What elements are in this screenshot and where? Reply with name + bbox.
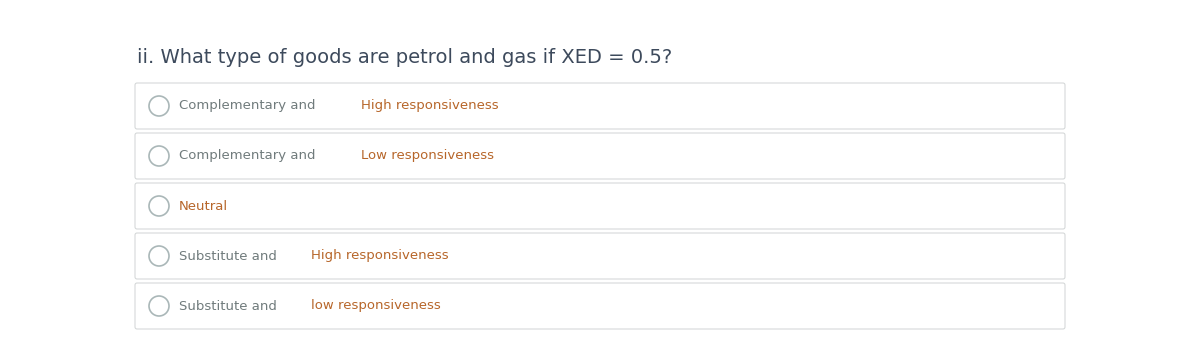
Circle shape <box>149 96 169 116</box>
FancyBboxPatch shape <box>134 233 1066 279</box>
Text: High responsiveness: High responsiveness <box>311 249 449 262</box>
Text: Substitute and: Substitute and <box>179 300 281 313</box>
Text: low responsiveness: low responsiveness <box>311 300 440 313</box>
Circle shape <box>149 246 169 266</box>
FancyBboxPatch shape <box>134 133 1066 179</box>
FancyBboxPatch shape <box>134 83 1066 129</box>
Text: Neutral: Neutral <box>179 199 228 213</box>
Text: Complementary and: Complementary and <box>179 150 319 162</box>
Text: Low responsiveness: Low responsiveness <box>361 150 493 162</box>
Text: Substitute and: Substitute and <box>179 249 281 262</box>
Text: Complementary and: Complementary and <box>179 99 319 112</box>
Circle shape <box>149 196 169 216</box>
Text: ii. What type of goods are petrol and gas if XED = 0.5?: ii. What type of goods are petrol and ga… <box>137 48 672 67</box>
Circle shape <box>149 146 169 166</box>
FancyBboxPatch shape <box>134 283 1066 329</box>
FancyBboxPatch shape <box>134 183 1066 229</box>
Circle shape <box>149 296 169 316</box>
Text: High responsiveness: High responsiveness <box>361 99 498 112</box>
